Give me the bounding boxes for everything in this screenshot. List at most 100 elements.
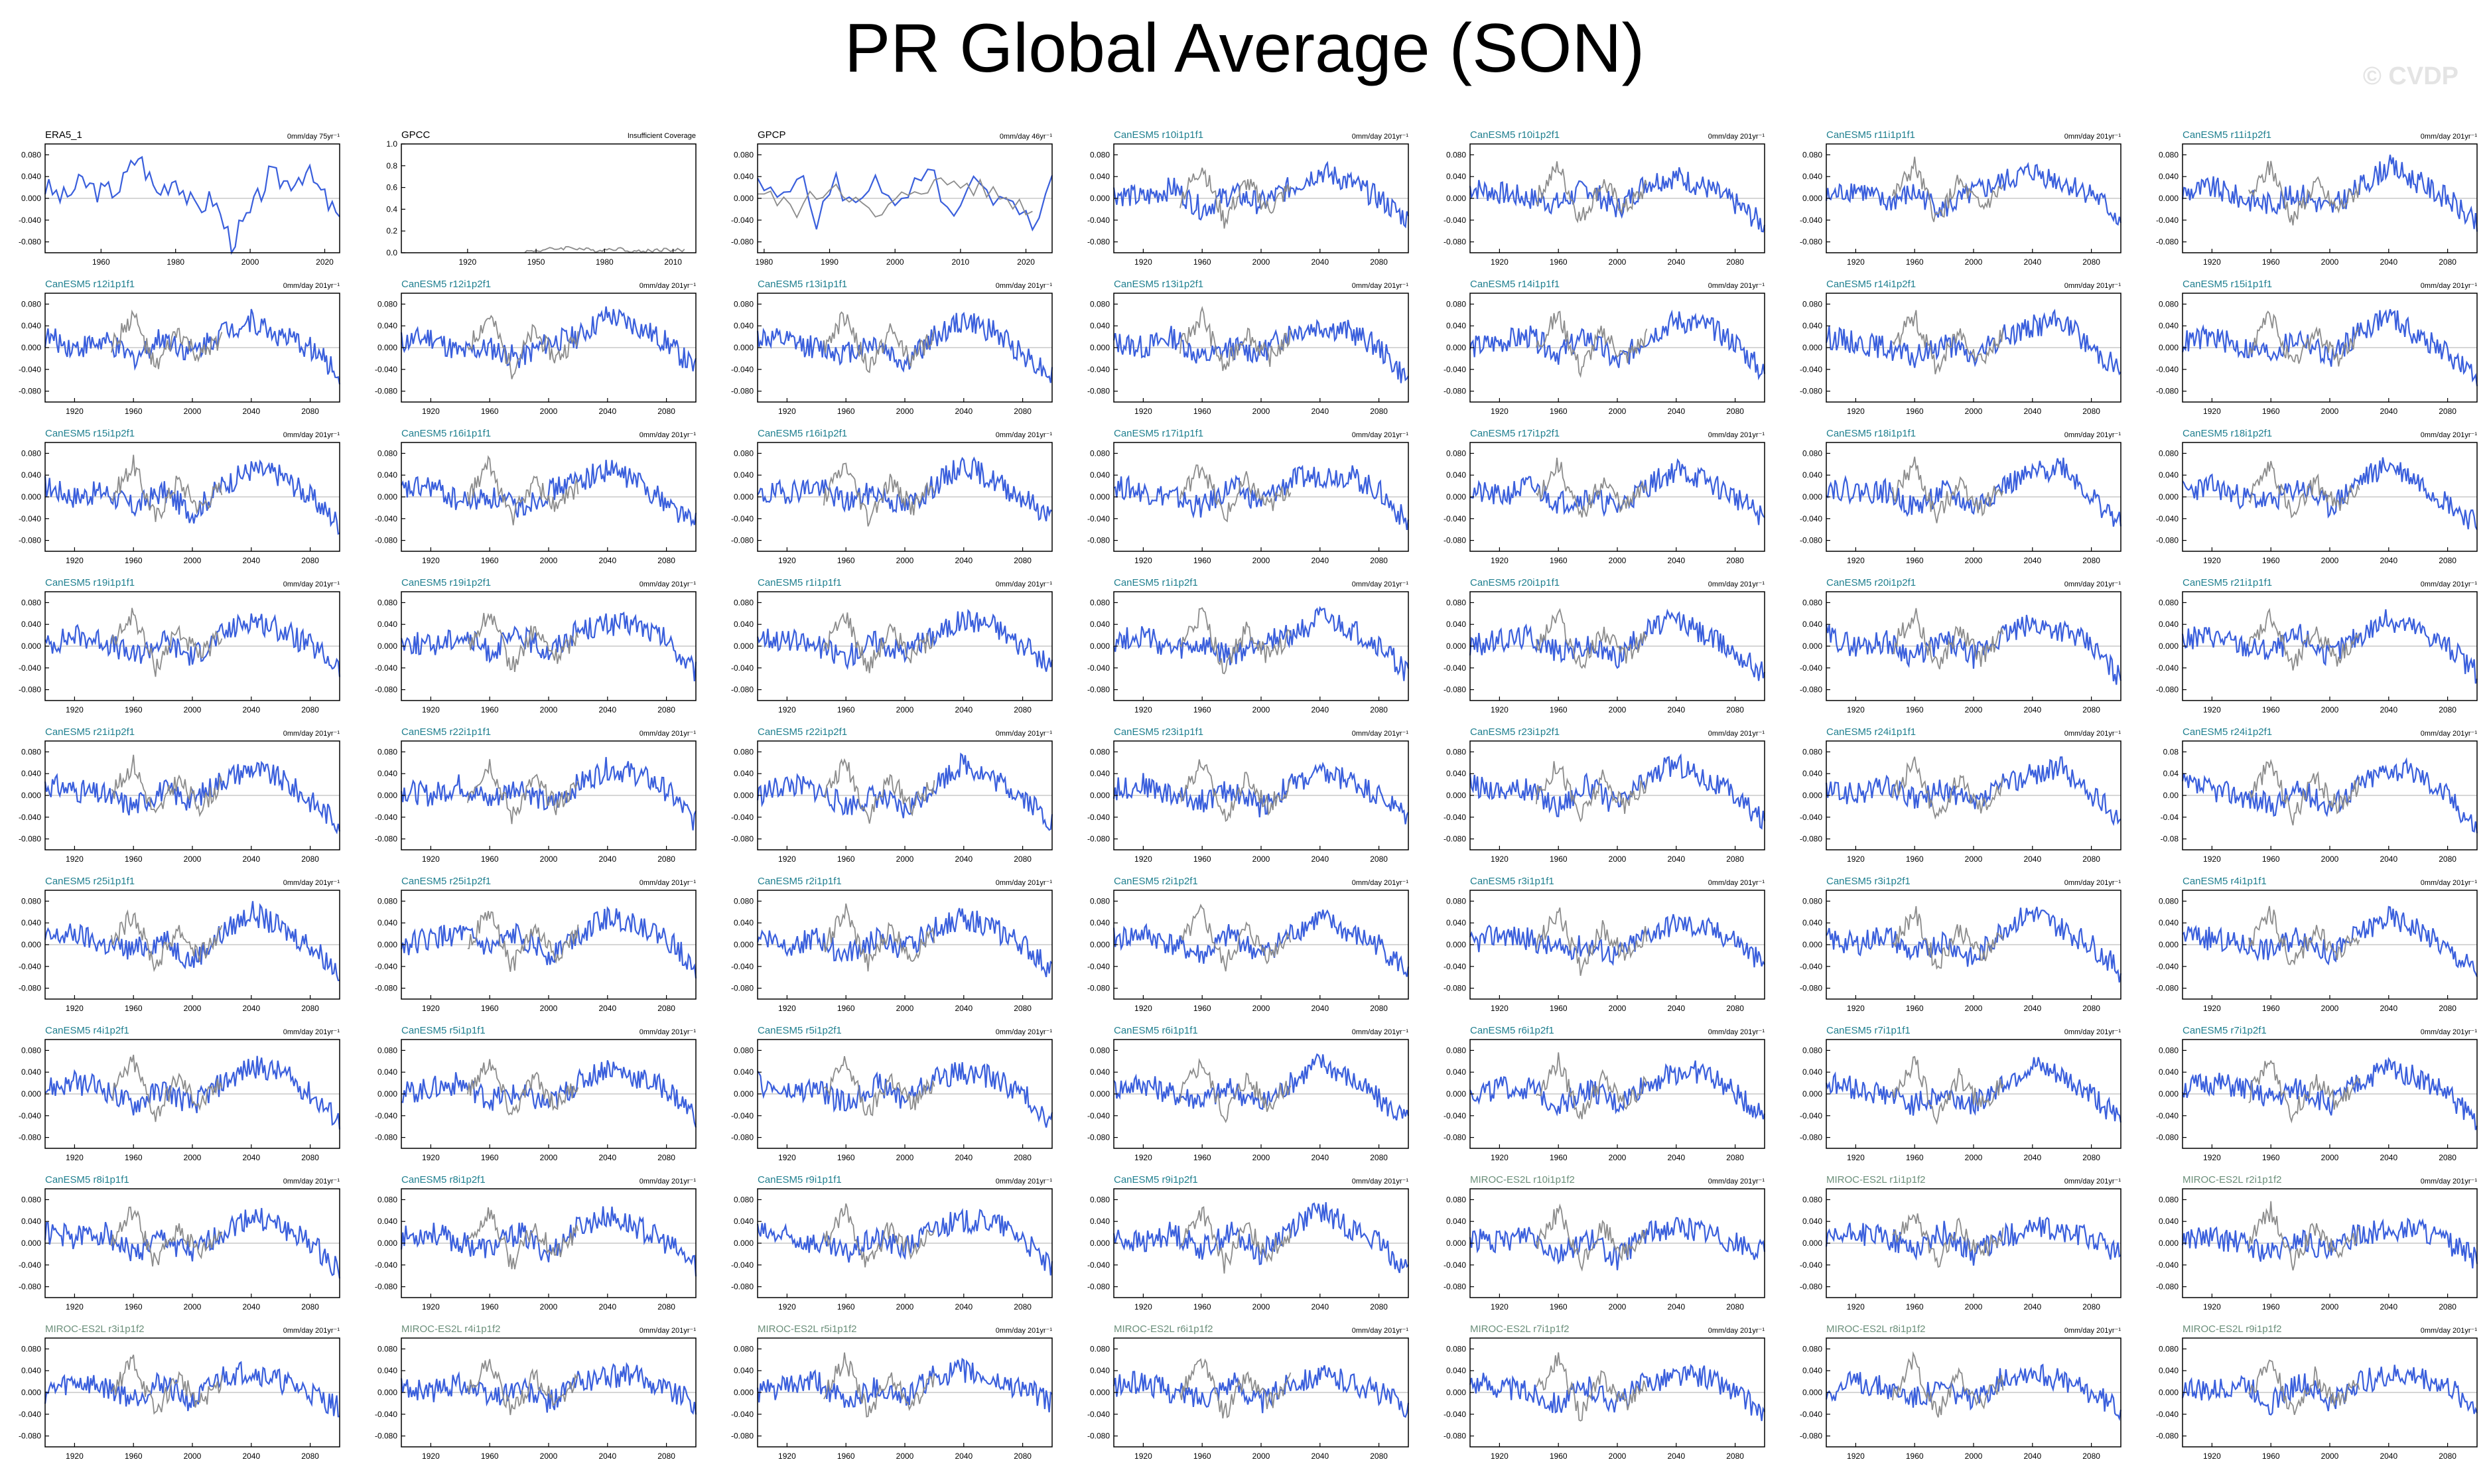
y-tick-label: -0.040 bbox=[731, 365, 754, 374]
x-tick-label: 2000 bbox=[896, 1302, 914, 1312]
x-tick-label: 1960 bbox=[1550, 854, 1568, 864]
obs-series-line bbox=[1179, 306, 1292, 371]
y-tick-label: 0.040 bbox=[734, 1217, 754, 1226]
panel-title: CanESM5 r1i1p2f1 bbox=[1114, 577, 1198, 588]
panel-title: CanESM5 r18i1p1f1 bbox=[1826, 428, 1917, 439]
panel-title: CanESM5 r12i1p2f1 bbox=[401, 279, 492, 290]
x-tick-label: 2000 bbox=[1965, 1153, 1983, 1162]
panel-title: CanESM5 r14i1p1f1 bbox=[1470, 279, 1560, 290]
y-tick-label: 0.040 bbox=[734, 1366, 754, 1375]
y-tick-label: 0.040 bbox=[377, 769, 397, 778]
y-tick-label: -0.080 bbox=[1800, 1133, 1822, 1142]
x-tick-label: 2040 bbox=[1667, 1153, 1685, 1162]
x-tick-label: 1920 bbox=[66, 1153, 84, 1162]
x-tick-label: 1920 bbox=[422, 1153, 440, 1162]
y-tick-label: 0.080 bbox=[734, 448, 754, 458]
panel-plot: 0.080 0.040 0.000 -0.040 -0.080 1920 1960 2000 2… bbox=[1444, 740, 1766, 864]
chart-panel: CanESM5 r22i1p2f1 0mm/day 201yr⁻¹ 0.080 0.0… bbox=[712, 718, 1069, 868]
y-tick-label: 0.6 bbox=[386, 183, 397, 192]
obs-series-line bbox=[1179, 1057, 1292, 1124]
x-tick-label: 1920 bbox=[1134, 705, 1152, 714]
x-tick-label: 2040 bbox=[1667, 1451, 1685, 1461]
panel-title: CanESM5 r22i1p1f1 bbox=[401, 726, 492, 738]
y-tick-label: 0.080 bbox=[377, 1046, 397, 1055]
panel-plot: 0.080 0.040 0.000 -0.040 -0.080 1920 1960 2000 2… bbox=[1087, 293, 1409, 416]
y-tick-label: -0.040 bbox=[731, 216, 754, 225]
chart-panel: MIROC-ES2L r4i1p1f2 0mm/day 201yr⁻¹ 0.080 0… bbox=[356, 1315, 712, 1465]
x-tick-label: 2040 bbox=[242, 854, 260, 864]
x-tick-label: 2080 bbox=[1726, 705, 1744, 714]
x-tick-label: 2000 bbox=[886, 257, 904, 267]
y-tick-label: -0.080 bbox=[1800, 536, 1822, 545]
y-tick-label: 0.000 bbox=[2159, 492, 2179, 502]
y-tick-label: -0.040 bbox=[731, 1260, 754, 1270]
x-tick-label: 1920 bbox=[2203, 854, 2221, 864]
y-tick-label: -0.040 bbox=[1800, 1111, 1822, 1120]
obs-series-line bbox=[1179, 1206, 1292, 1274]
x-tick-label: 1920 bbox=[66, 407, 84, 416]
x-tick-label: 2080 bbox=[2439, 257, 2456, 267]
x-tick-label: 1920 bbox=[458, 257, 476, 267]
x-tick-label: 1960 bbox=[481, 407, 499, 416]
y-tick-label: 0.0 bbox=[386, 248, 397, 257]
y-tick-label: 0.080 bbox=[734, 1046, 754, 1055]
chart-panel: CanESM5 r12i1p1f1 0mm/day 201yr⁻¹ 0.080 0.0… bbox=[0, 271, 356, 420]
y-tick-label: 0.000 bbox=[2159, 343, 2179, 352]
x-tick-label: 1920 bbox=[1847, 705, 1865, 714]
x-tick-label: 2040 bbox=[242, 1451, 260, 1461]
x-tick-label: 2040 bbox=[2023, 1302, 2041, 1312]
x-tick-label: 2080 bbox=[1014, 854, 1032, 864]
y-tick-label: 0.000 bbox=[2159, 1388, 2179, 1397]
x-tick-label: 1920 bbox=[1134, 556, 1152, 565]
x-tick-label: 2080 bbox=[657, 407, 675, 416]
x-tick-label: 2080 bbox=[1014, 705, 1032, 714]
x-tick-label: 2000 bbox=[540, 407, 558, 416]
y-tick-label: 0.080 bbox=[1446, 598, 1466, 607]
x-tick-label: 2000 bbox=[1609, 1451, 1627, 1461]
y-tick-label: 0.040 bbox=[21, 620, 41, 629]
y-tick-label: -0.080 bbox=[731, 685, 754, 695]
y-tick-label: -0.080 bbox=[19, 835, 41, 844]
x-tick-label: 2040 bbox=[242, 705, 260, 714]
x-tick-label: 1920 bbox=[1491, 854, 1509, 864]
x-tick-label: 1960 bbox=[1193, 1153, 1211, 1162]
y-tick-label: 0.040 bbox=[1446, 1217, 1466, 1226]
x-tick-label: 2000 bbox=[896, 407, 914, 416]
x-tick-label: 1920 bbox=[66, 1302, 84, 1312]
panel-title: MIROC-ES2L r10i1p1f2 bbox=[1470, 1174, 1575, 1185]
panel-trend-info: 0mm/day 201yr⁻¹ bbox=[1351, 879, 1408, 887]
chart-panel: MIROC-ES2L r8i1p1f2 0mm/day 201yr⁻¹ 0.080 0… bbox=[1781, 1315, 2137, 1465]
x-tick-label: 2020 bbox=[1017, 257, 1035, 267]
y-tick-label: -0.080 bbox=[731, 536, 754, 545]
panel-trend-info: 0mm/day 201yr⁻¹ bbox=[1351, 133, 1408, 141]
x-tick-label: 2000 bbox=[1609, 1302, 1627, 1312]
x-tick-label: 1920 bbox=[422, 556, 440, 565]
x-tick-label: 1920 bbox=[1847, 1004, 1865, 1013]
panel-plot: 0.080 0.040 0.000 -0.040 -0.080 1920 1960 2000 2… bbox=[2156, 1039, 2478, 1162]
y-tick-label: 0.080 bbox=[2159, 299, 2179, 308]
obs-series-line bbox=[467, 314, 579, 379]
model-series-line bbox=[1469, 753, 1766, 830]
x-tick-label: 1960 bbox=[1193, 556, 1211, 565]
y-tick-label: 0.000 bbox=[2159, 1239, 2179, 1248]
x-tick-label: 2000 bbox=[1252, 1451, 1270, 1461]
x-tick-label: 2040 bbox=[1667, 257, 1685, 267]
x-tick-label: 1960 bbox=[1906, 854, 1924, 864]
panel-trend-info: 0mm/day 201yr⁻¹ bbox=[283, 1327, 340, 1335]
x-tick-label: 1960 bbox=[125, 1004, 143, 1013]
model-series-line bbox=[2181, 308, 2478, 387]
y-tick-label: -0.080 bbox=[2156, 536, 2179, 545]
panel-plot: 0.080 0.040 0.000 -0.040 -0.080 1920 1960 2000 2… bbox=[1444, 890, 1765, 1013]
chart-panel: CanESM5 r7i1p1f1 0mm/day 201yr⁻¹ 0.080 0.04… bbox=[1781, 1017, 2137, 1166]
x-tick-label: 1960 bbox=[481, 1153, 499, 1162]
obs-series-line bbox=[1892, 608, 2004, 670]
panel-title: MIROC-ES2L r5i1p1f2 bbox=[758, 1323, 857, 1335]
x-tick-label: 2040 bbox=[242, 1004, 260, 1013]
panel-trend-info: 0mm/day 201yr⁻¹ bbox=[283, 1178, 340, 1185]
chart-panel: CanESM5 r18i1p1f1 0mm/day 201yr⁻¹ 0.080 0.0… bbox=[1781, 420, 2137, 569]
x-tick-label: 1960 bbox=[1550, 1302, 1568, 1312]
y-tick-label: -0.080 bbox=[2156, 387, 2179, 396]
y-tick-label: -0.040 bbox=[731, 1410, 754, 1419]
chart-panel: CanESM5 r3i1p1f1 0mm/day 201yr⁻¹ 0.080 0.04… bbox=[1425, 868, 1781, 1017]
y-tick-label: 0.080 bbox=[377, 598, 397, 607]
